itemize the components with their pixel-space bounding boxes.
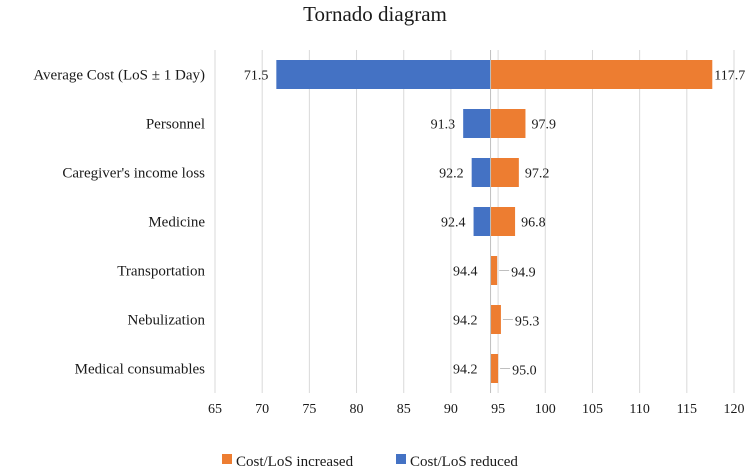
x-tick-label-90: 90 xyxy=(444,402,458,417)
legend-swatch-cost-los-increased xyxy=(222,454,232,464)
bars xyxy=(276,50,713,393)
data-label-increased-medicine: 96.8 xyxy=(521,216,546,231)
data-label-increased-personnel: 97.9 xyxy=(531,118,556,133)
x-tick-label-100: 100 xyxy=(535,402,556,417)
data-label-reduced-nebulization: 94.2 xyxy=(453,314,478,329)
category-label-medical-consumables: Medical consumables xyxy=(75,362,206,378)
x-axis-ticks: 65 70 75 80 85 90 95 100 105 110 115 120 xyxy=(208,402,745,417)
data-label-increased-transportation: 94.9 xyxy=(511,266,536,281)
legend-label-cost-los-increased: Cost/LoS increased xyxy=(236,454,354,468)
data-label-reduced-transportation: 94.4 xyxy=(453,265,478,280)
category-label-nebulization: Nebulization xyxy=(128,313,206,329)
data-label-reduced-personnel: 91.3 xyxy=(431,118,456,133)
x-tick-label-70: 70 xyxy=(255,402,269,417)
bar-increased-nebulization xyxy=(490,305,501,334)
legend-swatch-cost-los-reduced xyxy=(396,454,406,464)
x-tick-label-80: 80 xyxy=(350,402,364,417)
bar-increased-transportation xyxy=(490,256,498,285)
category-label-medicine: Medicine xyxy=(148,215,205,231)
bar-reduced-average-cost-los-1-day xyxy=(276,60,491,89)
x-tick-label-95: 95 xyxy=(491,402,505,417)
bar-reduced-caregiver-s-income-loss xyxy=(471,158,491,187)
category-label-caregiver-s-income-loss: Caregiver's income loss xyxy=(62,166,205,182)
legend-label-cost-los-reduced: Cost/LoS reduced xyxy=(410,454,518,468)
bar-increased-average-cost-los-1-day xyxy=(490,60,713,89)
legend: Cost/LoS increased Cost/LoS reduced xyxy=(222,454,518,468)
data-labels: 71.5 117.7 91.3 97.9 92.2 97.2 92.4 96.8 94.4 94.… xyxy=(244,69,745,379)
bar-reduced-personnel xyxy=(463,109,491,138)
category-label-personnel: Personnel xyxy=(146,117,205,133)
x-tick-label-75: 75 xyxy=(302,402,316,417)
data-label-reduced-caregiver-s-income-loss: 92.2 xyxy=(439,167,464,182)
category-label-transportation: Transportation xyxy=(117,264,205,280)
x-tick-label-120: 120 xyxy=(724,402,745,417)
bar-increased-medical-consumables xyxy=(490,354,499,383)
x-tick-label-105: 105 xyxy=(582,402,603,417)
data-label-increased-medical-consumables: 95.0 xyxy=(512,364,537,379)
category-labels: Average Cost (LoS ± 1 Day) Personnel Careg… xyxy=(33,68,205,378)
data-label-increased-average-cost-los-1-day: 117.7 xyxy=(714,69,745,84)
x-tick-label-115: 115 xyxy=(677,402,697,417)
bar-reduced-medicine xyxy=(473,207,491,236)
bar-increased-personnel xyxy=(490,109,526,138)
bar-increased-medicine xyxy=(490,207,516,236)
bar-increased-caregiver-s-income-loss xyxy=(490,158,519,187)
x-tick-label-85: 85 xyxy=(397,402,411,417)
gridlines xyxy=(214,50,735,393)
data-label-increased-caregiver-s-income-loss: 97.2 xyxy=(525,167,550,182)
data-label-reduced-average-cost-los-1-day: 71.5 xyxy=(244,69,269,84)
data-label-increased-nebulization: 95.3 xyxy=(515,315,540,330)
chart-title: Tornado diagram xyxy=(303,2,447,26)
data-label-reduced-medical-consumables: 94.2 xyxy=(453,363,478,378)
data-label-reduced-medicine: 92.4 xyxy=(441,216,466,231)
x-tick-label-110: 110 xyxy=(629,402,649,417)
x-tick-label-65: 65 xyxy=(208,402,222,417)
category-label-average-cost-los-1-day: Average Cost (LoS ± 1 Day) xyxy=(33,68,205,84)
